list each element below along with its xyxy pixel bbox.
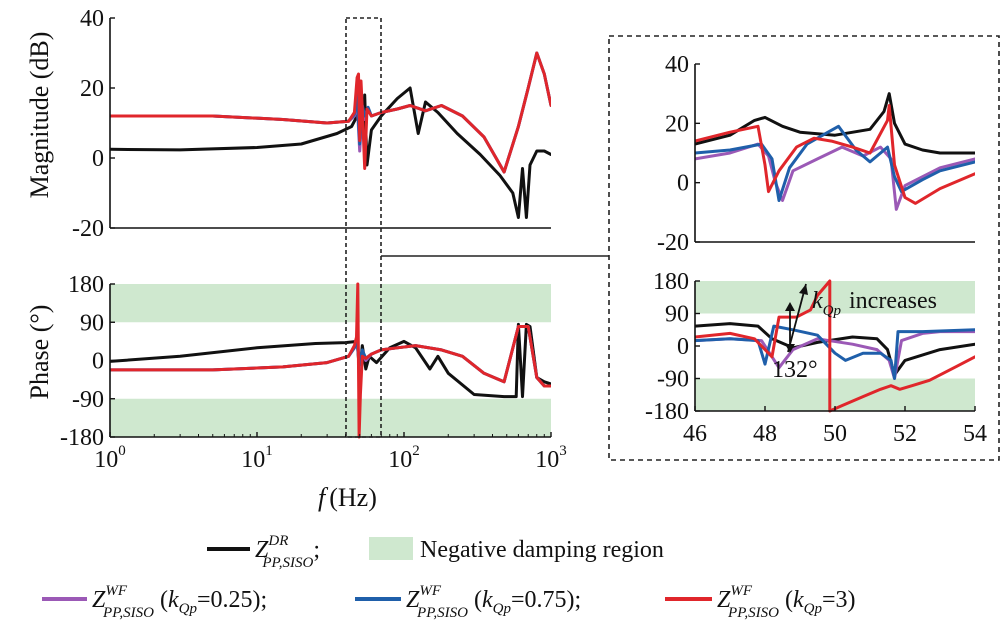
legend-item-k075: ZWF PP,SISO (kQp=0.75); [355,583,581,621]
main-magnitude-plot: 40 20 0 -20 [72,6,551,242]
legend-label-k075: ZWF PP,SISO (kQp=0.75); [406,583,581,621]
magnitude-axis-label: Magnitude (dB) [25,32,54,199]
y-tick-label: 90 [80,310,104,336]
plot-series-group [695,92,975,211]
series-line-dr [695,322,975,377]
legend-label-negative-damping: Negative damping region [420,537,664,563]
zoom-magnitude-plot: 40 20 0 -20 [657,52,975,256]
y-tick-label: -90 [657,367,689,393]
series-line-k025 [695,142,975,211]
series-line-k025 [110,51,551,174]
x-tick-label: 54 [963,421,987,447]
legend: ZDR PP,SISO; Negative damping region ZWF P… [42,533,856,621]
legend-item-k025: ZWF PP,SISO (kQp=0.25); [42,583,267,621]
x-tick-label: 48 [753,421,777,447]
angle-span-arrowhead-bottom [785,344,795,353]
y-tick-label: 180 [68,272,104,298]
y-tick-label: 0 [92,146,104,172]
negative-damping-band [695,281,975,314]
y-tick-label: -180 [645,399,689,425]
legend-label-k3: ZWF PP,SISO (kQp=3) [717,583,856,621]
x-tick-exponent: 3 [559,443,567,459]
series-line-k075 [695,324,975,380]
x-tick-label: 101 [241,443,273,473]
zoom-panel-frame [608,35,1000,461]
series-line-k3 [110,51,551,174]
plot-series-group [695,279,975,413]
angle-annotation: 132° [772,357,818,383]
x-tick-label: 52 [893,421,917,447]
y-tick-label: -90 [72,387,104,413]
y-tick-label: 0 [677,171,689,197]
negative-damping-band [695,378,975,411]
negative-damping-band [110,398,551,437]
x-tick-exponent: 2 [412,443,420,459]
series-line-k3 [110,282,551,439]
k-increases-annotation: kQp increases [812,288,937,319]
x-tick-label: 46 [683,421,707,447]
zoom-region-highlight [345,17,382,438]
x-tick-label: 50 [823,421,847,447]
legend-item-negative-damping: Negative damping region [369,537,664,563]
legend-item-dr: ZDR PP,SISO; [207,533,320,571]
y-tick-label: -180 [60,425,104,451]
legend-label-k025: ZWF PP,SISO (kQp=0.25); [92,583,267,621]
frequency-axis-label: f (Hz) [318,483,377,512]
y-tick-label: 0 [92,349,104,375]
legend-item-k3: ZWF PP,SISO (kQp=3) [665,583,856,621]
y-tick-label: -20 [657,230,689,256]
series-line-dr [110,322,551,399]
series-line-k025 [695,330,975,380]
y-tick-label: 20 [80,76,104,102]
k-increase-arrow [787,283,807,353]
y-tick-label: 40 [80,6,104,32]
legend-label-dr: ZDR PP,SISO; [255,533,320,571]
y-tick-label: 40 [665,52,689,78]
plot-series-group [110,51,551,219]
x-tick-label: 103 [535,443,567,473]
y-tick-label: 180 [653,269,689,295]
k-increase-arrowhead [799,284,808,295]
series-line-k075 [110,51,551,174]
y-tick-label: 90 [665,302,689,328]
angle-span-arrowhead-top [785,302,795,311]
negative-damping-band [110,284,551,323]
x-tick-label: 100 [94,443,126,473]
x-tick-exponent: 0 [118,443,126,459]
series-line-k075 [695,124,975,202]
series-line-dr [110,79,551,219]
zoom-annotations: 132° kQp increases [772,283,937,383]
y-tick-label: 20 [665,111,689,137]
x-tick-exponent: 1 [265,443,273,459]
y-tick-label: 0 [677,334,689,360]
x-tick-label: 102 [388,443,420,473]
y-tick-label: -20 [72,216,104,242]
series-line-k3 [695,104,975,205]
series-line-dr [695,92,975,155]
phase-axis-label: Phase (°) [25,305,54,400]
legend-swatch-negative-damping [369,537,413,560]
